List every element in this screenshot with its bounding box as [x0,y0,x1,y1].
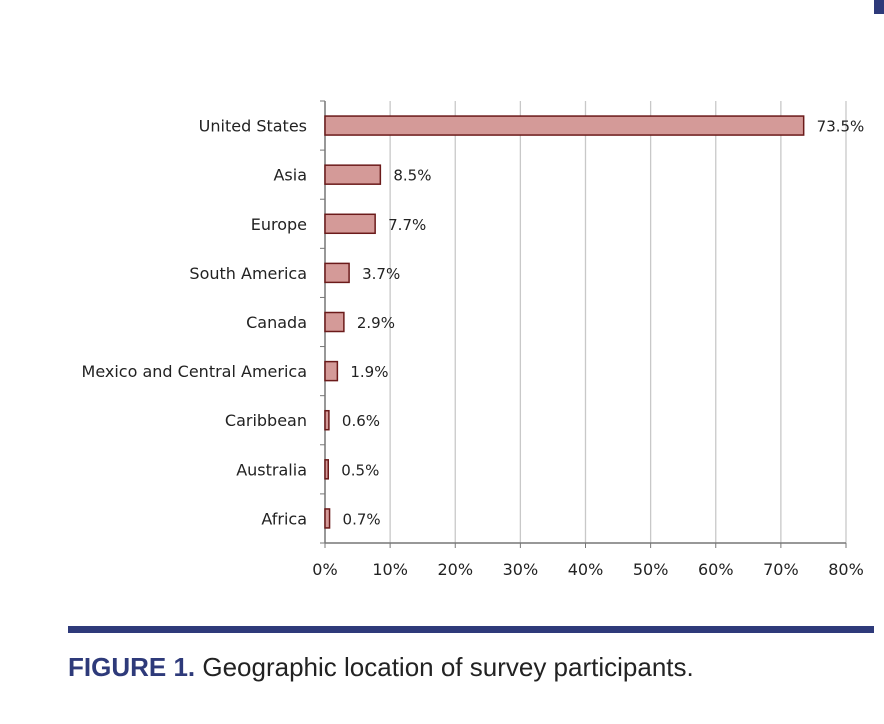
category-label: Africa [261,509,307,528]
data-label: 73.5% [817,118,865,136]
category-label: United States [199,117,307,136]
data-label: 2.9% [357,314,395,332]
bar-3 [324,262,350,284]
data-label: 0.7% [343,510,381,528]
data-label: 1.9% [350,363,388,381]
figure-caption-text: Geographic location of survey participan… [195,652,694,682]
corner-accent-mark [874,0,884,14]
bar-4 [324,311,345,333]
figure-caption: FIGURE 1. Geographic location of survey … [68,652,694,683]
x-tick-label: 60% [698,560,734,579]
caption-rule [68,626,874,633]
x-tick-label: 10% [372,560,408,579]
bar-6 [324,409,330,431]
bar-7 [324,459,330,480]
x-tick-label: 80% [828,560,864,579]
data-label: 7.7% [388,216,426,234]
labels: 0% 10% 20% 30% 40% 50% 60% 70% 80% United States 7… [82,117,865,579]
category-label: Europe [251,215,307,234]
data-label: 8.5% [393,167,431,185]
x-tick-label: 50% [633,560,669,579]
x-tick-label: 70% [763,560,799,579]
bars [324,115,805,529]
data-label: 3.7% [362,265,400,283]
category-label: South America [189,264,307,283]
x-tick-label: 30% [503,560,539,579]
category-label: Canada [246,313,307,332]
bar-1 [324,164,382,185]
bar-0 [324,115,805,136]
category-label: Mexico and Central America [82,362,307,381]
category-label: Asia [273,166,307,185]
x-tick-label: 20% [437,560,473,579]
x-tick-label: 40% [568,560,604,579]
bar-5 [324,360,339,382]
data-label: 0.6% [342,412,380,430]
figure-label: FIGURE 1. [68,652,196,682]
bar-chart: 0% 10% 20% 30% 40% 50% 60% 70% 80% United States 7… [82,100,865,579]
x-tick-label: 0% [312,560,337,579]
data-label: 0.5% [341,461,379,479]
category-label: Caribbean [225,411,307,430]
gridlines [389,101,847,543]
bar-8 [324,508,331,529]
bar-2 [324,213,376,235]
category-label: Australia [236,460,307,479]
